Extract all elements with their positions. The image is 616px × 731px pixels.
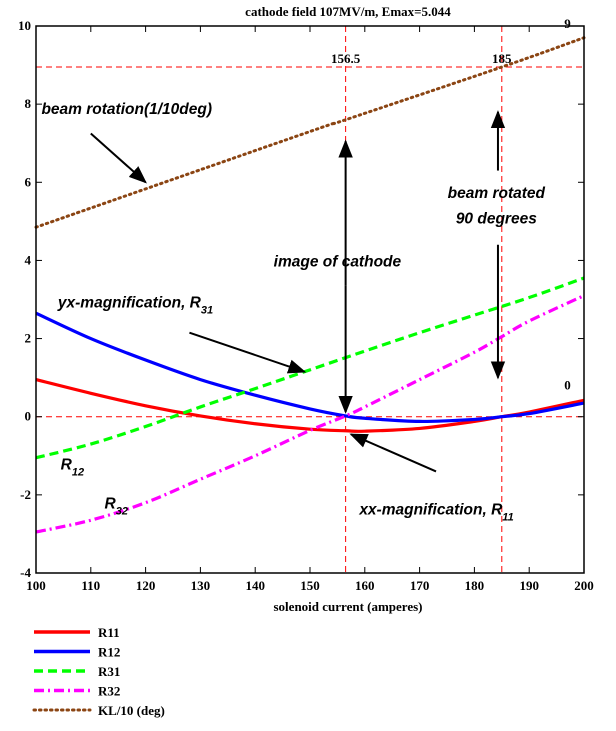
annotation-arrow bbox=[349, 433, 437, 473]
y-tick-label: 2 bbox=[25, 331, 32, 346]
x-tick-label: 160 bbox=[355, 578, 375, 593]
annotation-text: beam rotated bbox=[448, 185, 546, 202]
line-label: 156.5 bbox=[331, 51, 361, 66]
y-tick-label: -4 bbox=[20, 565, 31, 580]
legend: R11 R12 R31 R32 KL/10 (deg) bbox=[32, 625, 165, 718]
series-line-r12 bbox=[35, 311, 585, 424]
x-tick-label: 130 bbox=[191, 578, 211, 593]
annotation-text: beam rotation(1/10deg) bbox=[41, 101, 212, 118]
annotation-text: R32 bbox=[105, 496, 128, 518]
x-tick-label: 200 bbox=[574, 578, 594, 593]
legend-label: R31 bbox=[98, 664, 120, 679]
annotation-text: image of cathode bbox=[274, 253, 402, 270]
legend-label: R32 bbox=[98, 684, 120, 699]
x-tick-label: 100 bbox=[26, 578, 46, 593]
plot-frame bbox=[35, 25, 585, 574]
x-tick-label: 140 bbox=[245, 578, 265, 593]
y-tick-label: 10 bbox=[18, 18, 31, 33]
legend-label: R12 bbox=[98, 645, 120, 660]
series-line-kl-10-deg- bbox=[34, 36, 586, 229]
annotation-arrow bbox=[189, 331, 307, 374]
x-tick-label: 110 bbox=[81, 578, 100, 593]
x-tick-label: 170 bbox=[410, 578, 430, 593]
x-tick-label: 180 bbox=[465, 578, 485, 593]
y-tick-label: -2 bbox=[20, 487, 31, 502]
x-tick-label: 190 bbox=[519, 578, 539, 593]
y-tick-label: 6 bbox=[25, 174, 32, 189]
y-tick-label: 0 bbox=[25, 409, 32, 424]
x-tick-label: 120 bbox=[136, 578, 156, 593]
y-tick-label: 4 bbox=[25, 252, 32, 267]
y-tick-label: 8 bbox=[25, 96, 32, 111]
legend-label: R11 bbox=[98, 625, 120, 640]
line-label: 185 bbox=[492, 51, 512, 66]
line-label: 9 bbox=[564, 16, 571, 31]
annotation-text: yx-magnification, R31 bbox=[57, 294, 213, 316]
annotation-text: 90 degrees bbox=[456, 210, 537, 227]
annotation-text: xx-magnification, R11 bbox=[358, 501, 513, 523]
legend-label: KL/10 (deg) bbox=[98, 703, 165, 718]
x-axis-label: solenoid current (amperes) bbox=[274, 599, 423, 614]
annotation-text: R12 bbox=[61, 456, 84, 478]
series-line-r32 bbox=[35, 294, 585, 534]
line-label: 0 bbox=[564, 377, 571, 392]
x-tick-label: 150 bbox=[300, 578, 320, 593]
series-line-r31 bbox=[35, 276, 585, 460]
chart-title: cathode field 107MV/m, Emax=5.044 bbox=[245, 4, 451, 19]
annotation-arrow bbox=[90, 132, 147, 184]
